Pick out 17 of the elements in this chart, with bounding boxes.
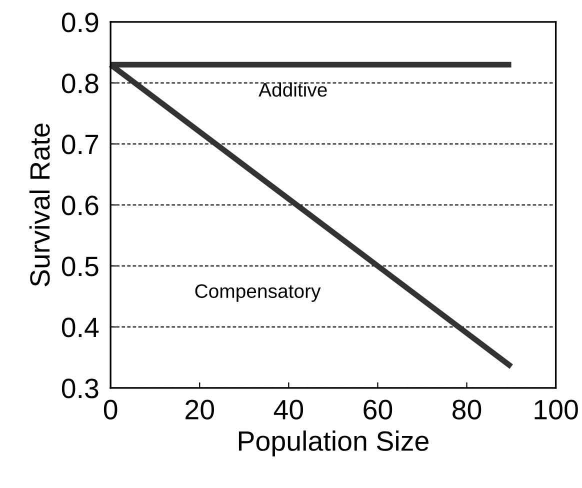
y-tick-label: 0.6 (62, 196, 98, 216)
y-tick-label: 0.9 (62, 12, 98, 32)
x-tick-label: 100 (534, 400, 578, 420)
y-tick-label: 0.5 (62, 256, 98, 276)
x-tick-label: 80 (452, 400, 482, 420)
x-tick-label: 20 (186, 400, 214, 420)
annotation: Compensatory (195, 284, 321, 302)
annotation: Additive (258, 82, 327, 97)
x-axis-title: Population Size (238, 430, 428, 456)
x-tick-label: 0 (104, 400, 118, 420)
y-tick-label: 0.7 (62, 134, 98, 154)
y-tick-label: 0.3 (62, 378, 98, 398)
y-tick-label: 0.8 (62, 74, 98, 94)
x-tick-label: 40 (274, 400, 304, 420)
x-tick-label: 60 (364, 400, 392, 420)
y-tick-label: 0.4 (62, 318, 99, 338)
y-axis-title: Survival Rate (29, 124, 50, 286)
